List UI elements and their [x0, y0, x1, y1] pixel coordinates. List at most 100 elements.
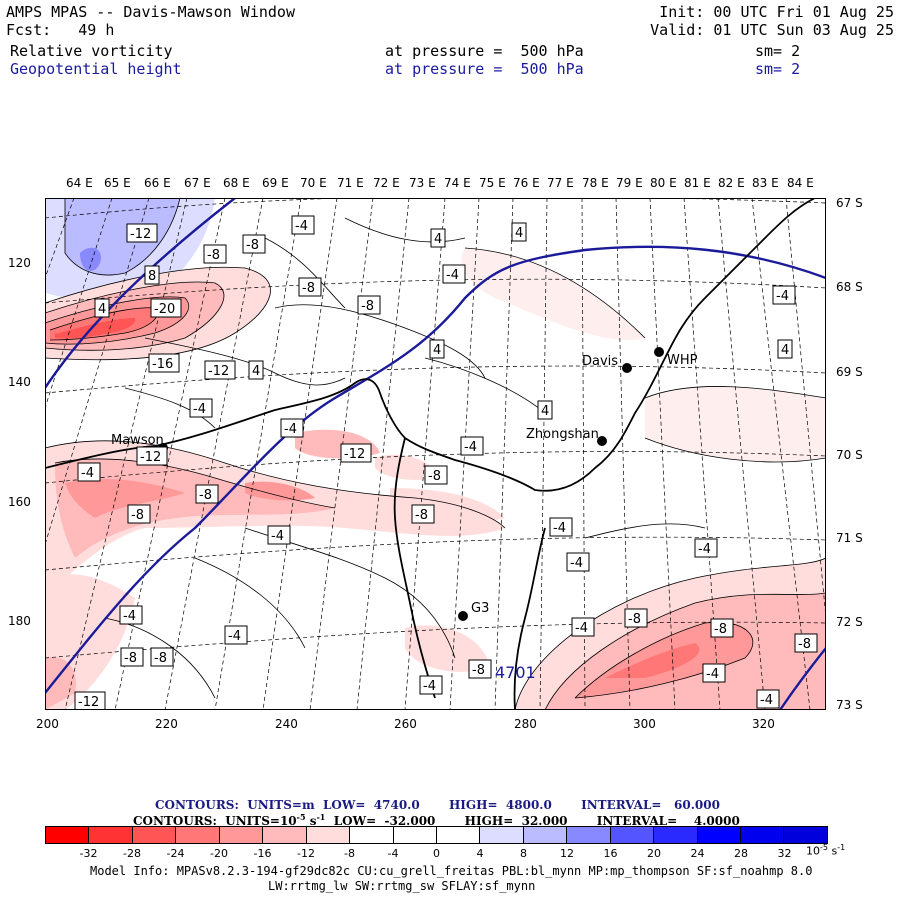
field1-smooth: sm= 2 — [755, 42, 801, 60]
model-info-line2: LW:rrtmg_lw SW:rrtmg_sw SFLAY:sf_mynn — [268, 879, 536, 893]
contour-label-box — [694, 538, 718, 558]
station-marker-zhongshan — [597, 436, 607, 446]
contour-label: 4 — [781, 343, 789, 358]
contour-label: -12 — [78, 695, 99, 710]
colorbar-tick-label: -28 — [123, 847, 141, 860]
x-tick-label: 280 — [514, 717, 537, 731]
colorbar-swatch — [523, 827, 568, 843]
contour-label-box — [127, 504, 151, 524]
contour-label-box — [224, 625, 248, 645]
colorbar-tick-label: -24 — [166, 847, 185, 860]
colorbar-swatch — [654, 827, 698, 843]
vorticity-shading — [45, 198, 826, 710]
contour-label-box — [248, 360, 264, 380]
lon-label: 76 E — [513, 176, 540, 190]
contour-label: -4 — [423, 679, 436, 694]
contour-label-box — [794, 633, 818, 653]
colorbar-tick-label: 0 — [433, 847, 440, 860]
lon-label: 73 E — [409, 176, 436, 190]
contour-label-box — [468, 659, 492, 679]
y-tick-label: 140 — [8, 375, 31, 389]
contour-label: -8 — [246, 238, 259, 253]
contour-label: -4 — [284, 422, 297, 437]
contour-label-box — [710, 618, 734, 638]
vort-contour-low: LOW= -32.000 — [325, 814, 436, 828]
lon-label: 67 E — [184, 176, 211, 190]
contour-label: -4 — [81, 466, 94, 481]
contour-label: -4 — [706, 667, 719, 682]
height-contours — [45, 198, 826, 710]
contour-label: -8 — [207, 248, 220, 263]
contour-label: -8 — [415, 508, 428, 523]
init-time: Init: 00 UTC Fri 01 Aug 25 — [659, 3, 894, 21]
contour-label: 4 — [252, 364, 260, 379]
contour-label-box — [571, 617, 595, 637]
field2-name: Geopotential height — [10, 60, 182, 78]
colorbar-swatch — [393, 827, 437, 843]
station-label-mawson: Mawson — [111, 433, 164, 448]
colorbar-swatch — [46, 827, 90, 843]
x-tick-label: 220 — [155, 717, 178, 731]
contour-label: -4 — [553, 521, 566, 536]
lon-label: 80 E — [650, 176, 677, 190]
x-tick-label: 240 — [275, 717, 298, 731]
colorbar-swatch — [350, 827, 394, 843]
contour-label-box — [411, 504, 435, 524]
contour-label: -4 — [228, 629, 241, 644]
colorbar-unit-s-exp: -1 — [837, 843, 846, 852]
contour-label-box — [340, 443, 372, 463]
height-contour-info: CONTOURS: UNITS=m LOW= 4740.0 HIGH= 4800… — [155, 798, 720, 812]
contour-label: -12 — [140, 450, 161, 465]
contour-label: 4 — [541, 404, 549, 419]
lon-label: 78 E — [582, 176, 609, 190]
lon-label: 70 E — [300, 176, 327, 190]
contour-label-box — [772, 285, 796, 305]
x-tick-label: 320 — [752, 717, 775, 731]
contour-label: -8 — [131, 508, 144, 523]
contour-label: -4 — [776, 289, 789, 304]
contour-label: -4 — [575, 621, 588, 636]
colorbar-unit-s: s — [827, 844, 838, 858]
vort-unit-s: s — [305, 814, 317, 828]
valid-time: Valid: 01 UTC Sun 03 Aug 25 — [650, 21, 894, 39]
x-tick-label: 300 — [633, 717, 656, 731]
contour-label-box — [150, 647, 174, 667]
y-tick-label: 180 — [8, 614, 31, 628]
colorbar-tick-label: 16 — [603, 847, 618, 860]
vort-unit-exp: -5 — [296, 812, 306, 822]
contour-label-box — [702, 663, 726, 683]
lon-label: 71 E — [337, 176, 364, 190]
contour-label: 4 — [434, 232, 442, 247]
contour-label-box — [267, 525, 291, 545]
contour-label: -20 — [154, 302, 175, 317]
contour-label: -8 — [798, 637, 811, 652]
lon-label: 84 E — [787, 176, 814, 190]
contour-label-box — [203, 244, 227, 264]
vorticity-contours — [45, 198, 826, 710]
contour-label: -4 — [570, 556, 583, 571]
vort-contour-prefix: CONTOURS: UNITS=10 — [133, 814, 297, 828]
vort-contour-interval: INTERVAL= 4.0000 — [596, 814, 740, 828]
station-marker-davis — [622, 363, 632, 373]
colorbar-swatch — [176, 827, 220, 843]
lon-label: 64 E — [66, 176, 93, 190]
colorbar-swatch — [89, 827, 133, 843]
field2-level: at pressure = 500 hPa — [385, 60, 584, 78]
contour-label-box — [624, 608, 648, 628]
contour-label: -4 — [446, 268, 459, 283]
contour-label-box — [549, 517, 573, 537]
lat-label: 70 S — [836, 448, 863, 462]
colorbar-swatch — [306, 827, 351, 843]
lat-label: 67 S — [836, 196, 863, 210]
colorbar-tick-label: 28 — [734, 847, 748, 860]
x-tick-label: 260 — [394, 717, 417, 731]
contour-label-box — [357, 295, 381, 315]
contour-label: 4 — [98, 302, 106, 317]
colorbar-tick-label: -16 — [253, 847, 272, 860]
colorbar-swatch — [263, 827, 307, 843]
contour-label: 4 — [433, 343, 441, 358]
y-tick-label: 120 — [8, 256, 31, 270]
field2-smooth: sm= 2 — [755, 60, 801, 78]
colorbar-swatch — [219, 827, 264, 843]
contour-label-box — [756, 689, 780, 709]
